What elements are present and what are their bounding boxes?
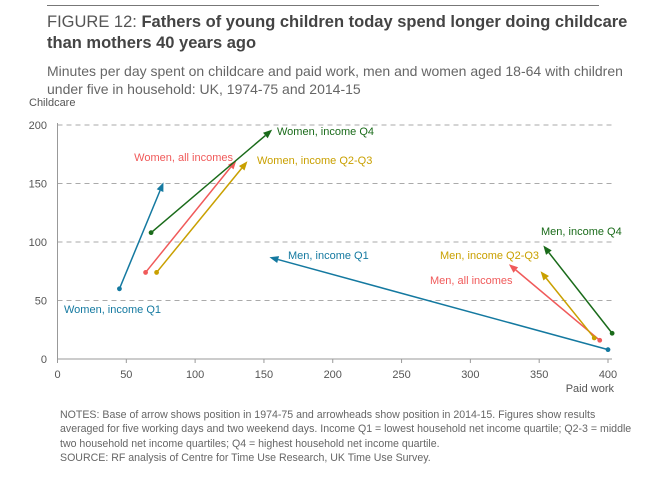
series-label: Women, income Q2-Q3 <box>257 155 372 167</box>
series-label: Men, all incomes <box>430 275 513 287</box>
series-label: Men, income Q2-Q3 <box>440 250 539 262</box>
figure-label: FIGURE 12: <box>47 13 142 31</box>
arrow-shaft <box>277 258 609 351</box>
arrow-men-income-q4 <box>543 245 615 336</box>
arrow-base-point <box>143 270 148 275</box>
arrow-shaft <box>118 190 161 290</box>
x-tick-label: 250 <box>392 369 410 381</box>
source-text: SOURCE: RF analysis of Centre for Time U… <box>60 451 431 464</box>
arrow-head <box>238 161 248 171</box>
series-label: Women, income Q1 <box>64 304 161 316</box>
arrow-base-point <box>591 335 597 341</box>
x-tick-label: 300 <box>461 369 479 381</box>
figure-title: FIGURE 12: Fathers of young children tod… <box>47 12 642 54</box>
y-tick-label: 150 <box>29 179 47 191</box>
arrow-head <box>269 256 280 264</box>
arrow-women-all-incomes <box>143 160 237 275</box>
series-label: Men, income Q4 <box>541 226 622 238</box>
y-tick-label: 100 <box>29 237 47 249</box>
arrow-base-point <box>597 337 603 343</box>
arrow-men-income-q2-q3 <box>540 271 597 341</box>
series-labels: Women, income Q1 Women, all incomes Women,… <box>64 126 622 316</box>
y-axis-label: Childcare <box>29 97 76 109</box>
x-tick-label: 400 <box>599 369 617 381</box>
notes-text: NOTES: Base of arrow shows position in 1… <box>60 409 632 450</box>
y-tick-label: 0 <box>41 354 47 366</box>
notes-block: NOTES: Base of arrow shows position in 1… <box>60 408 640 465</box>
arrow-shaft <box>150 134 266 234</box>
figure-subtitle: Minutes per day spent on childcare and p… <box>47 63 623 97</box>
arrow-shaft <box>144 166 232 273</box>
arrow-head <box>508 264 519 273</box>
arrow-women-income-q1 <box>117 182 164 292</box>
arrow-base-point <box>609 330 615 336</box>
axes: 0 50 100 150 200 0 50 100 150 200 250 300 350 400 Paid… <box>29 120 618 395</box>
y-tick-label: 50 <box>35 296 47 308</box>
arrow-head <box>156 182 164 193</box>
arrow-base-point <box>148 230 154 236</box>
x-tick-label: 50 <box>120 369 132 381</box>
x-axis-label: Paid work <box>566 383 615 395</box>
arrow-base-point <box>605 347 611 353</box>
x-tick-label: 0 <box>54 369 60 381</box>
series-label: Women, income Q4 <box>277 126 374 138</box>
arrows <box>117 129 615 353</box>
series-label: Women, all incomes <box>134 152 233 164</box>
arrow-men-income-q1 <box>269 256 611 353</box>
arrow-shaft <box>545 277 595 339</box>
arrow-base-point <box>154 270 159 275</box>
x-tick-label: 350 <box>530 369 548 381</box>
x-tick-label: 100 <box>186 369 204 381</box>
arrow-head <box>540 271 550 281</box>
figure-heading: Fathers of young children today spend lo… <box>47 13 628 52</box>
gridlines <box>57 124 612 301</box>
arrow-women-income-q2-q3 <box>154 161 248 275</box>
arrow-shaft <box>156 167 243 273</box>
arrow-shaft <box>548 252 613 334</box>
arrow-head <box>263 129 273 139</box>
y-tick-label: 200 <box>29 120 47 132</box>
top-rule <box>47 5 599 6</box>
x-tick-label: 150 <box>255 369 273 381</box>
arrow-women-income-q4 <box>148 129 273 236</box>
arrow-head <box>543 245 552 255</box>
x-tick-label: 200 <box>324 369 342 381</box>
series-label: Men, income Q1 <box>288 250 369 262</box>
arrow-base-point <box>117 286 122 292</box>
